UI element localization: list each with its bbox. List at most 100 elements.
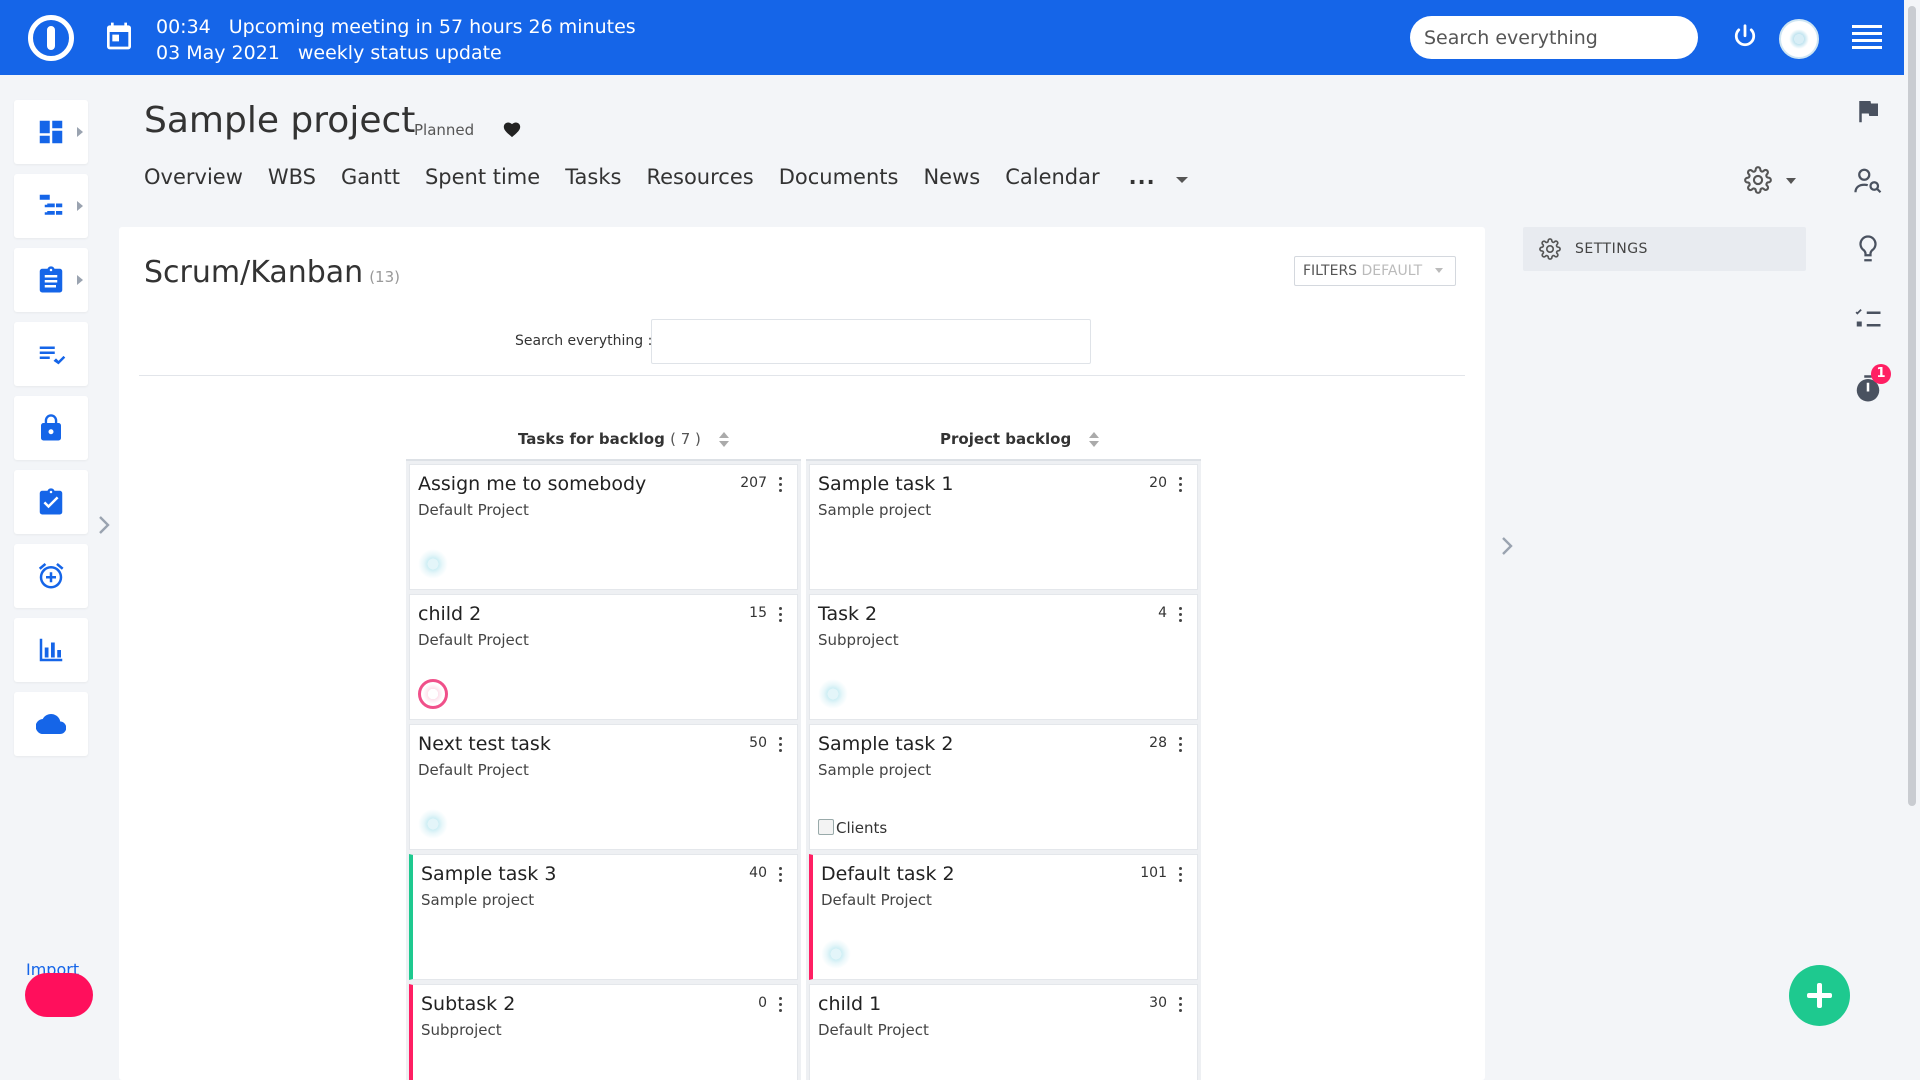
sidebar-item-checklist[interactable] [14,322,88,386]
card-menu-icon[interactable] [1179,737,1183,753]
card-title[interactable]: Sample task 1 [818,473,954,495]
card-menu-icon[interactable] [1179,867,1183,883]
card-project[interactable]: Default Project [418,501,529,519]
lightbulb-icon[interactable] [1853,234,1883,264]
card-title[interactable]: child 1 [818,993,882,1015]
kanban-card[interactable]: Assign me to somebody Default Project 207 [409,464,798,590]
assignee-avatar[interactable] [818,679,848,709]
assignee-avatar[interactable] [821,939,851,969]
tab-news[interactable]: News [923,165,981,189]
card-title[interactable]: Assign me to somebody [418,473,647,495]
kanban-card[interactable]: child 1 Default Project 30 [809,984,1198,1080]
collapse-sidebar-chevron-icon[interactable] [96,514,112,536]
sort-icon[interactable] [1089,431,1100,448]
kanban-card[interactable]: Sample task 2 Sample project 28 Clients [809,724,1198,850]
sidebar-item-dashboard[interactable] [14,100,88,164]
timer-icon[interactable] [1853,374,1883,404]
add-fab-button[interactable] [1789,965,1850,1026]
card-title[interactable]: Subtask 2 [421,993,516,1015]
favorite-heart-icon[interactable] [502,120,522,138]
card-project[interactable]: Subproject [421,1021,502,1039]
kanban-card[interactable]: Sample task 3 Sample project 40 [409,854,798,980]
assignee-avatar[interactable] [418,679,448,709]
card-title[interactable]: Default task 2 [821,863,955,885]
tab-overview[interactable]: Overview [144,165,243,189]
tabs-more-button[interactable]: ... [1128,165,1156,189]
global-search-input[interactable] [1410,16,1698,59]
card-title[interactable]: Next test task [418,733,551,755]
column-header-project-backlog[interactable]: Project backlog [940,430,1100,456]
sidebar-item-tasks[interactable] [14,470,88,534]
sidebar-item-cloud[interactable] [14,692,88,756]
card-project[interactable]: Sample project [818,761,932,779]
filters-button[interactable]: FILTERS DEFAULT [1294,256,1456,286]
card-menu-icon[interactable] [779,477,783,493]
cloud-icon [36,714,66,735]
expand-arrow-icon[interactable] [77,127,83,137]
expand-arrow-icon[interactable] [77,275,83,285]
project-settings-gear-icon[interactable] [1744,166,1772,194]
kanban-card[interactable]: Next test task Default Project 50 [409,724,798,850]
user-avatar[interactable] [1779,19,1819,59]
card-project[interactable]: Default Project [821,891,932,909]
assignee-avatar[interactable] [418,549,448,579]
tab-gantt[interactable]: Gantt [341,165,400,189]
kanban-card[interactable]: Subtask 2 Subproject 0 [409,984,798,1080]
card-project[interactable]: Subproject [818,631,899,649]
card-title[interactable]: Task 2 [818,603,878,625]
kanban-card[interactable]: child 2 Default Project 15 [409,594,798,720]
tab-resources[interactable]: Resources [646,165,754,189]
assignee-avatar[interactable]: Clients [818,819,887,837]
sidebar-item-clipboard[interactable] [14,248,88,312]
expand-right-panel-chevron-icon[interactable] [1499,535,1515,557]
card-title[interactable]: Sample task 2 [818,733,954,755]
sidebar-item-lock[interactable] [14,396,88,460]
card-menu-icon[interactable] [779,607,783,623]
tab-spent-time[interactable]: Spent time [424,165,541,189]
tab-documents[interactable]: Documents [778,165,899,189]
card-menu-icon[interactable] [779,997,783,1013]
kanban-card[interactable]: Sample task 1 Sample project 20 [809,464,1198,590]
tab-wbs[interactable]: WBS [267,165,317,189]
expand-arrow-icon[interactable] [77,201,83,211]
tab-tasks[interactable]: Tasks [565,165,622,189]
tab-calendar[interactable]: Calendar [1005,165,1100,189]
column-header-tasks-for-backlog[interactable]: Tasks for backlog ( 7 ) [518,430,729,456]
hamburger-menu-icon[interactable] [1852,25,1882,49]
flag-icon[interactable] [1853,96,1883,126]
power-icon[interactable] [1730,22,1760,52]
meeting-text: Upcoming meeting in 57 hours 26 minutes [228,16,636,38]
checklist-icon[interactable] [1853,304,1883,334]
card-menu-icon[interactable] [1179,997,1183,1013]
sort-icon[interactable] [718,431,729,448]
card-title[interactable]: child 2 [418,603,482,625]
sidebar-item-reports[interactable] [14,618,88,682]
bar-chart-icon [39,638,63,662]
settings-panel-button[interactable]: SETTINGS [1523,227,1806,271]
card-menu-icon[interactable] [1179,607,1183,623]
card-menu-icon[interactable] [779,737,783,753]
scrollbar-thumb[interactable] [1908,6,1916,806]
board-search-input[interactable] [651,319,1091,364]
help-pill-button[interactable] [25,973,93,1017]
card-title[interactable]: Sample task 3 [421,863,557,885]
gear-dropdown-caret-icon[interactable] [1786,178,1796,184]
kanban-card[interactable]: Task 2 Subproject 4 [809,594,1198,720]
app-logo-icon[interactable] [28,15,74,61]
card-project[interactable]: Sample project [818,501,932,519]
user-search-icon[interactable] [1853,166,1883,196]
assignee-avatar[interactable] [418,809,448,839]
project-title: Sample project [144,100,416,141]
sidebar-item-hierarchy[interactable] [14,174,88,238]
card-project[interactable]: Default Project [418,761,529,779]
card-menu-icon[interactable] [779,867,783,883]
calendar-icon[interactable] [103,20,135,52]
card-menu-icon[interactable] [1179,477,1183,493]
card-project[interactable]: Default Project [418,631,529,649]
sidebar-item-alarm[interactable] [14,544,88,608]
card-project[interactable]: Default Project [818,1021,929,1039]
kanban-card[interactable]: Default task 2 Default Project 101 [809,854,1198,980]
upcoming-meeting[interactable]: 00:34 Upcoming meeting in 57 hours 26 min… [156,14,636,66]
card-project[interactable]: Sample project [421,891,535,909]
tabs-more-caret-icon[interactable] [1175,177,1188,183]
